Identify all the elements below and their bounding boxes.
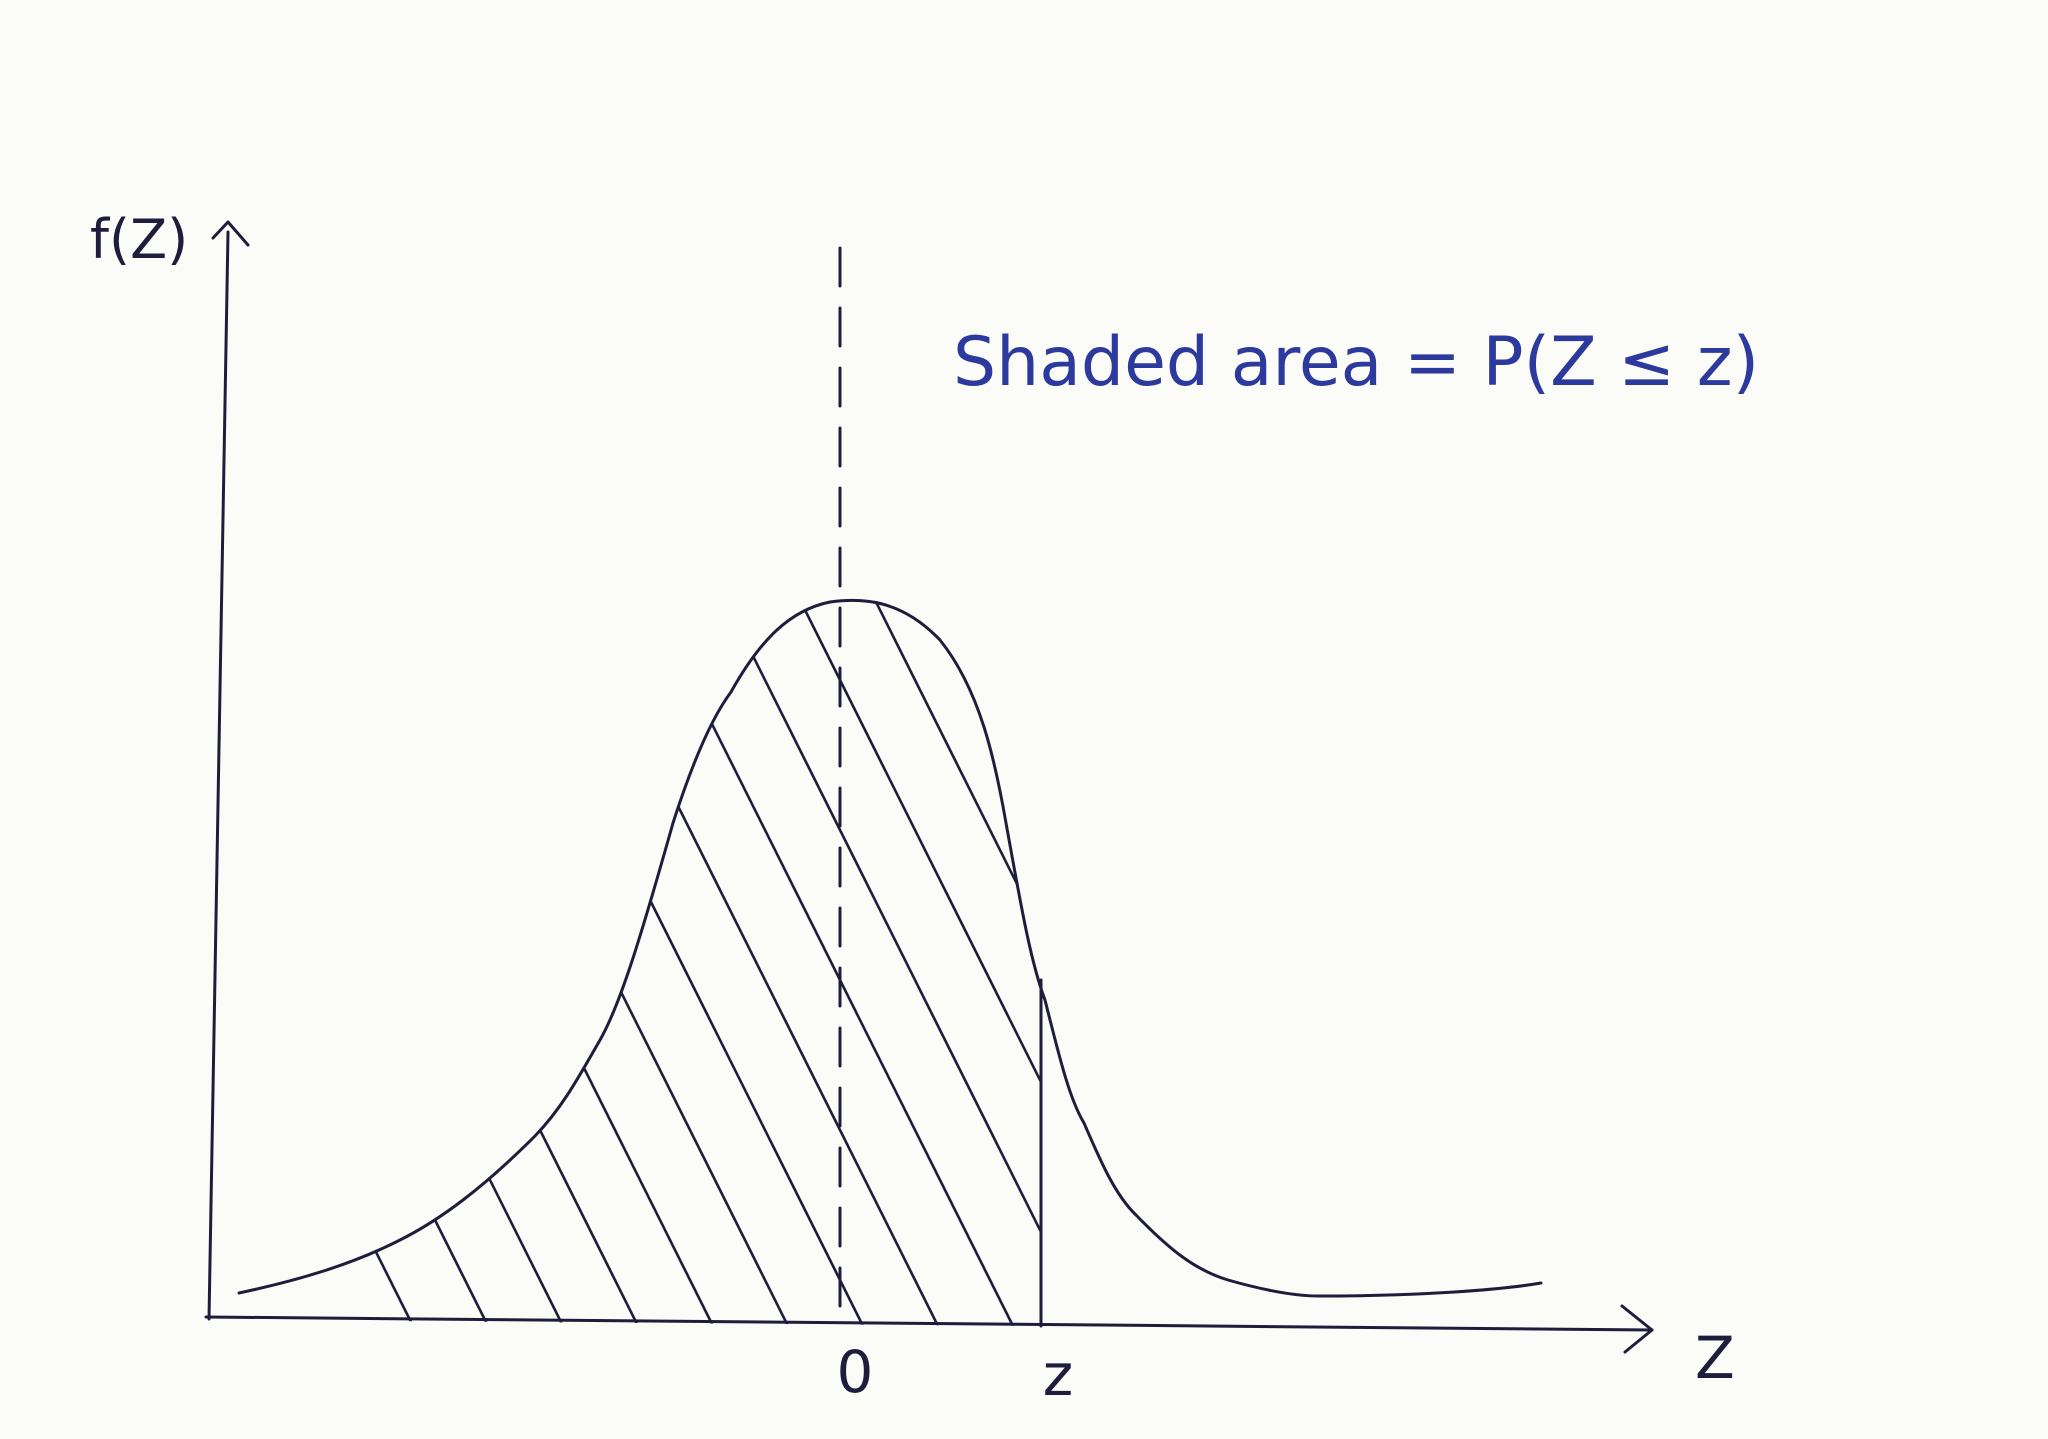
x-axis-label: Z: [1695, 1324, 1735, 1392]
y-axis: [207, 230, 230, 1321]
y-axis-label: f(Z): [90, 208, 188, 271]
tick-label: 0: [837, 1338, 874, 1406]
x-axis-arrow: [1620, 1304, 1654, 1354]
y-axis-arrow: [211, 220, 250, 247]
tick-label: z: [1043, 1341, 1073, 1409]
hatch-line: [748, 600, 1041, 1326]
density-curve: [237, 598, 1543, 1298]
annotation: Shaded area = P(Z ≤ z): [953, 323, 1759, 402]
x-axis: [204, 1315, 1654, 1332]
